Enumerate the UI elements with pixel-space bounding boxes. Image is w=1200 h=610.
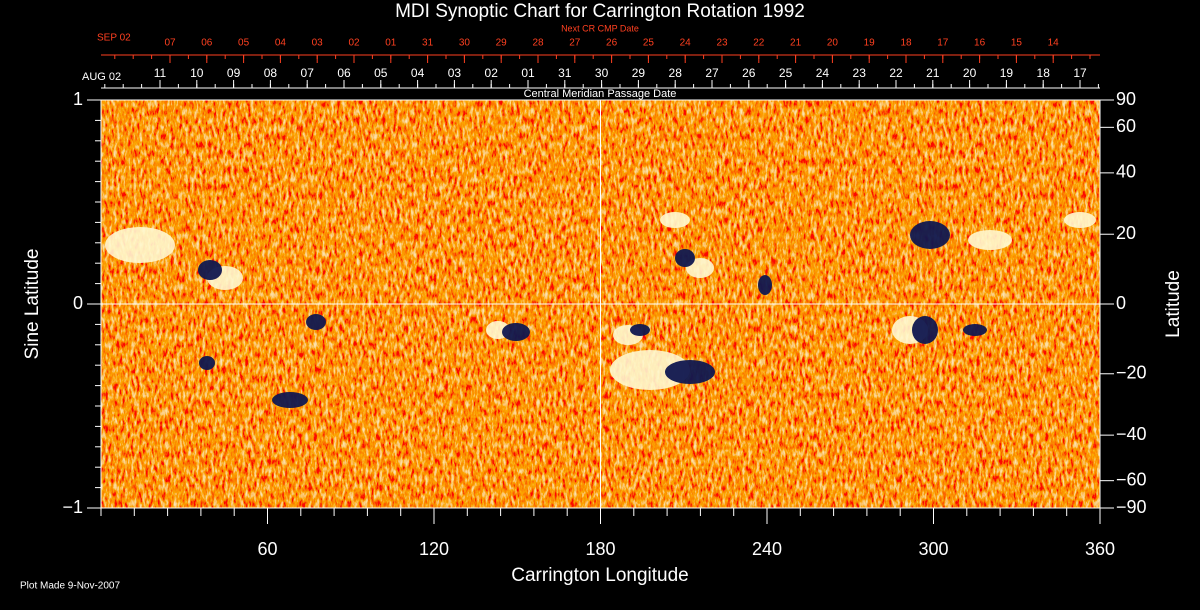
date-label: 22 xyxy=(753,38,765,49)
date-label: 28 xyxy=(669,66,683,80)
date-label: 29 xyxy=(632,66,646,80)
y2-tick-label: −40 xyxy=(1116,424,1147,444)
date-label: 17 xyxy=(1073,66,1087,80)
date-label: 03 xyxy=(448,66,462,80)
x-tick-label: 300 xyxy=(918,539,948,559)
date-label: 21 xyxy=(926,66,940,80)
date-label: 23 xyxy=(716,38,728,49)
date-label: 16 xyxy=(974,38,986,49)
y-tick-label: 1 xyxy=(73,89,83,109)
date-label: 14 xyxy=(1048,38,1060,49)
date-label: 10 xyxy=(190,66,204,80)
date-label: 11 xyxy=(154,66,167,80)
chart-title: MDI Synoptic Chart for Carrington Rotati… xyxy=(395,1,805,22)
x-tick-label: 120 xyxy=(419,539,449,559)
date-label: 04 xyxy=(411,66,425,80)
date-label: 04 xyxy=(275,38,287,49)
date-label: 27 xyxy=(705,66,719,80)
top-axis-label: Central Meridian Passage Date xyxy=(524,88,677,100)
date-label: 05 xyxy=(238,38,250,49)
date-label: 24 xyxy=(680,38,692,49)
date-label: 30 xyxy=(459,38,471,49)
date-label: 02 xyxy=(485,66,499,80)
date-label: 18 xyxy=(900,38,912,49)
y2-axis-title: Latitude xyxy=(1163,270,1184,338)
y2-tick-label: −60 xyxy=(1116,469,1147,489)
top-axis2-start: SEP 02 xyxy=(97,33,131,44)
date-label: 27 xyxy=(569,38,581,49)
date-label: 09 xyxy=(227,66,241,80)
date-label: 26 xyxy=(742,66,756,80)
date-label: 17 xyxy=(937,38,949,49)
y2-tick-label: 0 xyxy=(1116,293,1126,313)
footer: Plot Made 9-Nov-2007 xyxy=(20,581,120,592)
y-tick-label: −1 xyxy=(62,497,83,517)
date-label: 31 xyxy=(422,38,434,49)
date-label: 08 xyxy=(264,66,278,80)
date-label: 31 xyxy=(558,66,572,80)
date-label: 25 xyxy=(643,38,655,49)
x-axis-title: Carrington Longitude xyxy=(511,565,688,586)
x-tick-label: 180 xyxy=(585,539,615,559)
date-label: 20 xyxy=(963,66,977,80)
top-axis2-label: Next CR CMP Date xyxy=(561,23,639,33)
y-tick-label: 0 xyxy=(73,293,83,313)
date-label: 15 xyxy=(1011,38,1023,49)
date-label: 01 xyxy=(385,38,397,49)
y2-tick-label: 90 xyxy=(1116,89,1136,109)
date-label: 03 xyxy=(312,38,324,49)
date-label: 19 xyxy=(864,38,876,49)
date-label: 26 xyxy=(606,38,618,49)
date-label: 22 xyxy=(889,66,903,80)
x-tick-label: 240 xyxy=(752,539,782,559)
date-label: 28 xyxy=(532,38,544,49)
date-label: 07 xyxy=(301,66,315,80)
date-label: 23 xyxy=(853,66,867,80)
y2-tick-label: 60 xyxy=(1116,116,1136,136)
date-label: 06 xyxy=(337,66,351,80)
y2-tick-label: −90 xyxy=(1116,497,1147,517)
date-label: 24 xyxy=(816,66,830,80)
date-label: 18 xyxy=(1037,66,1051,80)
date-label: 01 xyxy=(521,66,535,80)
top-axis-start: AUG 02 xyxy=(82,71,121,83)
date-label: 29 xyxy=(496,38,508,49)
y2-tick-label: −20 xyxy=(1116,363,1147,383)
date-label: 25 xyxy=(779,66,793,80)
negative-regions xyxy=(198,221,987,408)
date-label: 06 xyxy=(201,38,213,49)
x-tick-label: 360 xyxy=(1085,539,1115,559)
x-tick-label: 60 xyxy=(257,539,277,559)
date-label: 30 xyxy=(595,66,609,80)
date-label: 20 xyxy=(827,38,839,49)
date-label: 21 xyxy=(790,38,802,49)
y2-tick-label: 20 xyxy=(1116,223,1136,243)
date-label: 07 xyxy=(164,38,176,49)
date-label: 19 xyxy=(1000,66,1014,80)
y2-tick-label: 40 xyxy=(1116,162,1136,182)
date-label: 02 xyxy=(348,38,360,49)
date-label: 05 xyxy=(374,66,388,80)
y-axis-title: Sine Latitude xyxy=(22,249,43,360)
